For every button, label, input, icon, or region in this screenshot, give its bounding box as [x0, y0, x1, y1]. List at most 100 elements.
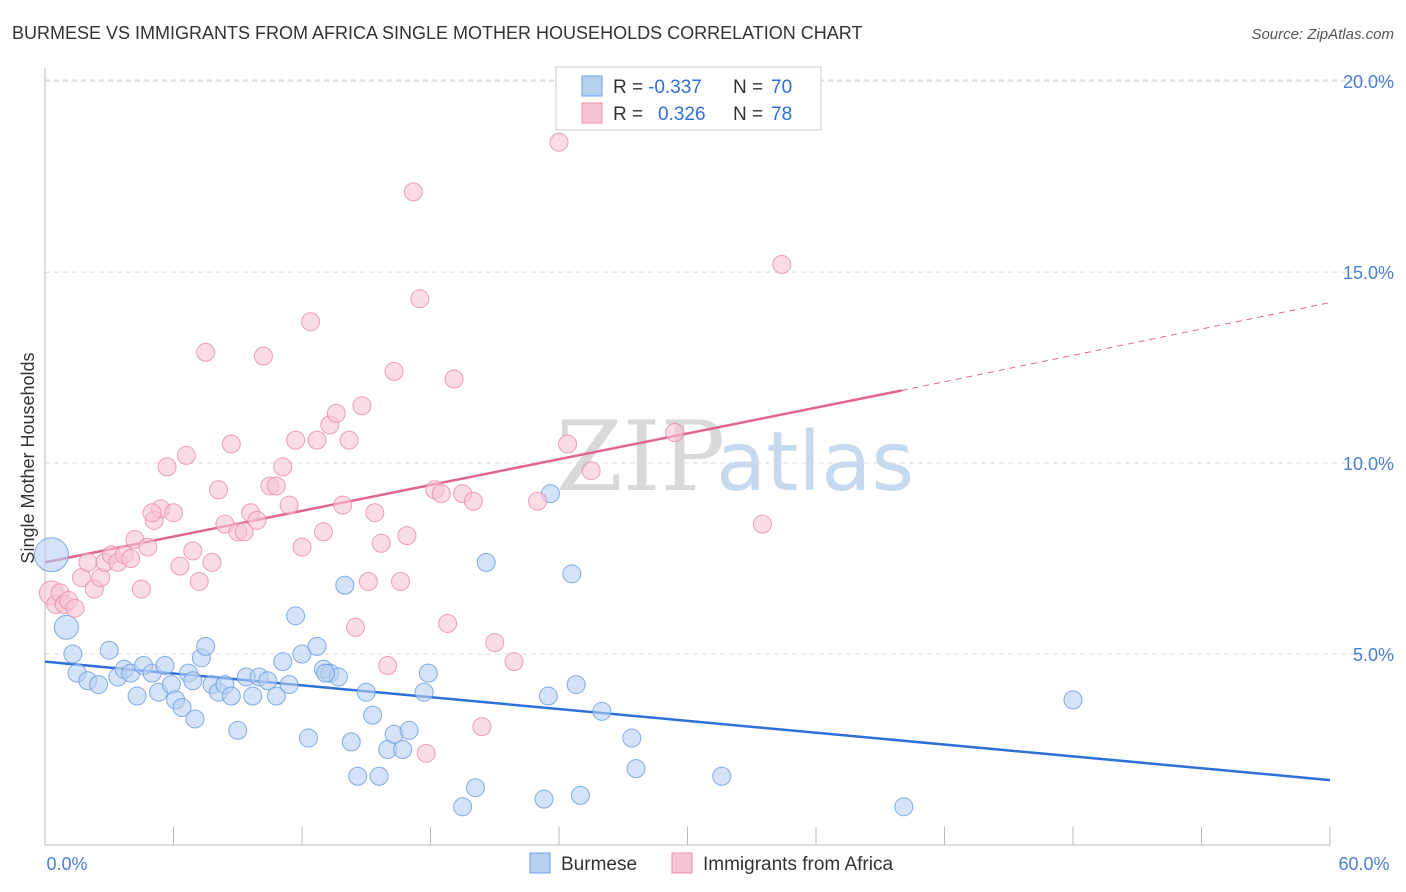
africa-point — [528, 491, 548, 511]
burmese-point — [316, 663, 336, 683]
africa-point — [752, 514, 772, 534]
burmese-point — [570, 785, 590, 805]
africa-point — [301, 312, 321, 332]
burmese-point — [335, 575, 355, 595]
legend-r-value-africa: 0.326 — [658, 104, 706, 125]
burmese-point — [258, 671, 278, 691]
grid — [45, 79, 1394, 655]
burmese-point — [393, 740, 413, 760]
y-tick-label: 15.0% — [1343, 263, 1394, 283]
burmese-point — [356, 682, 376, 702]
y-tick-label: 5.0% — [1353, 645, 1394, 665]
africa-point — [352, 396, 372, 416]
burmese-point — [363, 705, 383, 725]
africa-point — [504, 652, 524, 672]
burmese-point — [286, 606, 306, 626]
africa-point — [549, 132, 569, 152]
burmese-point — [63, 644, 83, 664]
legend-r-label-burmese: R = — [613, 77, 643, 98]
africa-point — [286, 430, 306, 450]
burmese-point — [453, 797, 473, 817]
burmese-point — [221, 686, 241, 706]
africa-point — [485, 633, 505, 653]
burmese-point — [562, 564, 582, 584]
africa-point — [665, 422, 685, 442]
burmese-point — [196, 636, 216, 656]
burmese-point — [89, 675, 109, 695]
legend-r-label-africa: R = — [613, 104, 643, 125]
burmese-point — [399, 720, 419, 740]
y-tick-label: 20.0% — [1343, 72, 1394, 92]
legend-n-label-burmese: N = — [733, 77, 763, 98]
africa-point — [202, 552, 222, 572]
burmese-point — [414, 682, 434, 702]
bottom-legend-swatch-burmese — [529, 852, 551, 874]
bottom-legend-swatch-africa — [671, 852, 693, 874]
bottom-legend: Burmese Immigrants from Africa — [529, 852, 893, 875]
burmese-point — [99, 640, 119, 660]
africa-point — [164, 503, 183, 523]
africa-point — [266, 476, 286, 496]
africa-point — [208, 480, 228, 500]
bottom-legend-label-burmese: Burmese — [561, 854, 637, 875]
africa-point — [444, 369, 464, 389]
burmese-point — [185, 709, 205, 729]
africa-point — [339, 430, 359, 450]
burmese-point — [369, 766, 389, 786]
burmese-point — [1063, 690, 1083, 710]
scatter-points — [33, 132, 1083, 817]
africa-point — [176, 445, 196, 465]
africa-point — [463, 491, 483, 511]
burmese-point — [622, 728, 642, 748]
burmese-point — [341, 732, 361, 752]
africa-point — [384, 361, 404, 381]
watermark-atlas: atlas — [716, 415, 914, 510]
africa-point — [378, 655, 398, 675]
africa-trend-line — [44, 389, 902, 564]
burmese-point — [243, 686, 263, 706]
africa-point — [138, 537, 158, 557]
burmese-point — [592, 701, 612, 721]
burmese-point — [894, 797, 914, 817]
africa-point — [472, 717, 492, 737]
africa-point — [157, 457, 177, 477]
burmese-point — [172, 697, 192, 717]
burmese-point — [298, 728, 318, 748]
trend-lines — [44, 302, 1331, 782]
burmese-point — [538, 686, 558, 706]
africa-point — [131, 579, 151, 599]
burmese-point — [53, 614, 79, 640]
burmese-point — [348, 766, 368, 786]
africa-point — [371, 533, 391, 553]
burmese-point — [33, 537, 69, 573]
africa-point — [581, 461, 601, 481]
africa-point — [142, 503, 162, 523]
legend-swatch-africa — [581, 102, 603, 124]
legend-n-value-burmese: 70 — [771, 77, 792, 98]
africa-point — [307, 430, 327, 450]
burmese-point — [566, 675, 586, 695]
burmese-point — [183, 671, 203, 691]
africa-point — [391, 571, 411, 591]
africa-point — [121, 549, 141, 569]
africa-point — [292, 537, 312, 557]
africa-point — [416, 743, 436, 763]
africa-point — [365, 503, 385, 523]
africa-point — [397, 526, 417, 546]
africa-point — [431, 484, 451, 504]
y-tick-label: 10.0% — [1343, 454, 1394, 474]
africa-point — [558, 434, 578, 454]
africa-point — [273, 457, 293, 477]
watermark-zip: ZIP — [556, 401, 725, 513]
africa-point — [234, 522, 254, 542]
burmese-point — [307, 636, 327, 656]
africa-trend-projection — [901, 302, 1331, 391]
africa-point — [183, 541, 203, 561]
africa-point — [438, 613, 458, 633]
burmese-point — [292, 644, 312, 664]
africa-point — [403, 182, 423, 202]
africa-point — [333, 495, 353, 515]
bottom-legend-label-africa: Immigrants from Africa — [703, 854, 893, 875]
burmese-point — [266, 686, 286, 706]
